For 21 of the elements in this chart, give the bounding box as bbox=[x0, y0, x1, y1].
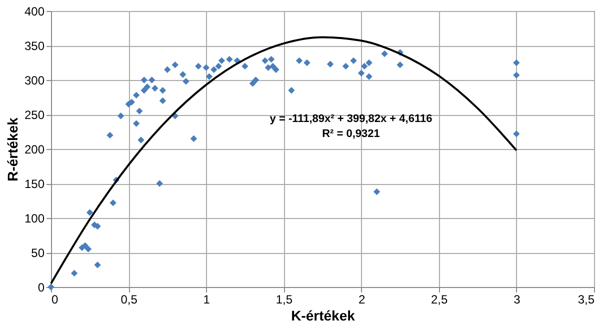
x-axis-title: K-értékek bbox=[291, 308, 356, 324]
x-tick-label: 3 bbox=[514, 292, 521, 306]
y-tick-label: 250 bbox=[24, 108, 45, 122]
x-tick-label: 1,5 bbox=[276, 292, 293, 306]
x-tick-label: 3,5 bbox=[578, 292, 595, 306]
y-tick-label: 150 bbox=[24, 177, 45, 191]
y-tick-label: 300 bbox=[24, 74, 45, 88]
x-tick-label: 1 bbox=[203, 292, 210, 306]
y-tick-label: 200 bbox=[24, 142, 45, 156]
y-tick-label: 0 bbox=[38, 280, 45, 294]
y-tick-label: 100 bbox=[24, 212, 45, 226]
y-tick-label: 350 bbox=[24, 39, 45, 53]
annotation: R² = 0,9321 bbox=[322, 128, 380, 140]
x-tick-label: 2 bbox=[358, 292, 366, 306]
y-tick-label: 400 bbox=[24, 4, 45, 18]
x-tick-label: 0 bbox=[52, 292, 58, 306]
y-axis-title: R-értékek bbox=[4, 117, 20, 182]
x-tick-label: 0,5 bbox=[120, 292, 138, 306]
y-tick-label: 50 bbox=[31, 246, 45, 260]
annotation: y = -111,89x² + 399,82x + 4,6116 bbox=[270, 113, 432, 126]
x-tick-label: 2,5 bbox=[431, 292, 448, 306]
